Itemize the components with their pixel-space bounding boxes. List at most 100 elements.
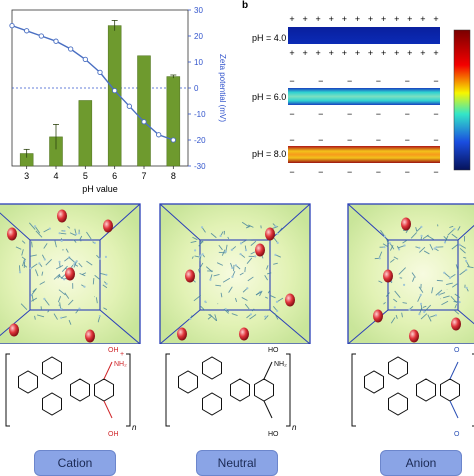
charge-sign: +: [316, 48, 321, 58]
amide-label: NH₂: [114, 361, 127, 368]
polymer-atom: [394, 306, 396, 308]
charge-sign: −: [376, 167, 381, 177]
substituent-bond: [450, 401, 458, 418]
charge-sign: −: [405, 135, 410, 145]
zeta-point: [142, 120, 146, 124]
polymer-atom: [235, 264, 237, 266]
charge-sign: +: [433, 14, 438, 24]
oxime-label: OH: [108, 431, 119, 438]
polymer-atom: [189, 318, 191, 320]
ring: [231, 379, 250, 401]
polymer-atom: [105, 283, 107, 285]
polymer-atom: [420, 235, 422, 237]
ring: [365, 371, 384, 393]
polymer-atom: [420, 226, 422, 228]
charge-sign: +: [433, 48, 438, 58]
charge-sign: −: [376, 109, 381, 119]
substituent-bond: [450, 362, 458, 379]
polymer-atom: [225, 251, 227, 253]
ring: [441, 379, 460, 401]
charge-sign: −: [318, 76, 323, 86]
charge-sign: +: [302, 14, 307, 24]
repeat-subscript: n: [132, 423, 137, 432]
ph-strip-label: pH = 6.0: [252, 92, 286, 102]
y2-tick-label: -30: [194, 162, 206, 171]
polymer-atom: [254, 255, 256, 257]
zeta-point: [10, 23, 14, 27]
charge-sign: −: [405, 109, 410, 119]
polymer-atom: [239, 253, 241, 255]
y2-tick-label: -20: [194, 136, 206, 145]
x-tick-label: 7: [141, 171, 146, 181]
y2-tick-label: 30: [194, 6, 203, 15]
polymer-atom: [443, 272, 445, 274]
polymer-atom: [434, 247, 436, 249]
polymer-atom: [194, 249, 196, 251]
bar: [138, 56, 151, 166]
polymer-segment: [437, 280, 443, 281]
zeta-point: [54, 39, 58, 43]
amide-label: NH₂: [274, 361, 287, 368]
cation-caption: Cation: [34, 450, 116, 476]
polymer-atom: [202, 253, 204, 255]
zeta-point: [24, 29, 28, 33]
substituent-bond: [264, 362, 272, 379]
charge-sign: −: [405, 167, 410, 177]
polymer-atom: [231, 267, 233, 269]
polymer-atom: [418, 247, 420, 249]
polymer-atom: [78, 308, 80, 310]
ion: [7, 228, 17, 241]
ring: [203, 393, 222, 415]
polymer-atom: [246, 287, 248, 289]
ring: [43, 393, 62, 415]
polymer-segment: [245, 267, 246, 272]
bar: [167, 77, 180, 166]
ph-strip-8: pH = 8.0 −−−−−− −−−−−−: [252, 135, 440, 177]
polymer-atom: [60, 317, 62, 319]
polymer-atom: [465, 269, 467, 271]
simulation-box: [0, 204, 140, 344]
surface-charge-row: −−−−−−: [289, 167, 438, 177]
polymer-atom: [465, 260, 467, 262]
oxime-label: HO: [268, 431, 279, 438]
charge-sign: +: [420, 48, 425, 58]
polymer-atom: [231, 276, 233, 278]
box-outer: [160, 204, 310, 344]
ph-strip-label: pH = 8.0: [252, 149, 286, 159]
zeta-point: [156, 133, 160, 137]
x-tick-label: 6: [112, 171, 117, 181]
ion: [373, 310, 383, 323]
charge-sign: −: [347, 167, 352, 177]
ion: [401, 218, 411, 231]
ring: [389, 357, 408, 379]
charge-sign: +: [394, 14, 399, 24]
polymer-atom: [38, 262, 40, 264]
polymer-atom: [43, 298, 45, 300]
y2-tick-label: 20: [194, 32, 203, 41]
polymer-atom: [466, 287, 468, 289]
charge-sign: −: [347, 76, 352, 86]
y2-tick-label: -10: [194, 110, 206, 119]
polymer-atom: [58, 261, 60, 263]
x-tick-label: 4: [53, 171, 58, 181]
ring: [179, 371, 198, 393]
polymer-atom: [276, 301, 278, 303]
polymer-atom: [83, 286, 85, 288]
repeat-subscript: n: [292, 423, 297, 432]
surface-charge-row: ++++++++++++: [289, 14, 438, 24]
polymer-atom: [420, 294, 422, 296]
ion: [9, 324, 19, 337]
charge-plus: +: [120, 351, 124, 358]
charge-sign: −: [347, 135, 352, 145]
zeta-point: [171, 138, 175, 142]
repeat-bracket: [166, 354, 170, 426]
polymer-atom: [105, 256, 107, 258]
charge-sign: +: [381, 14, 386, 24]
polymer-atom: [435, 246, 437, 248]
charge-sign: +: [302, 48, 307, 58]
ring: [389, 393, 408, 415]
polymer-atom: [277, 242, 279, 244]
substituent-bond: [104, 401, 112, 418]
